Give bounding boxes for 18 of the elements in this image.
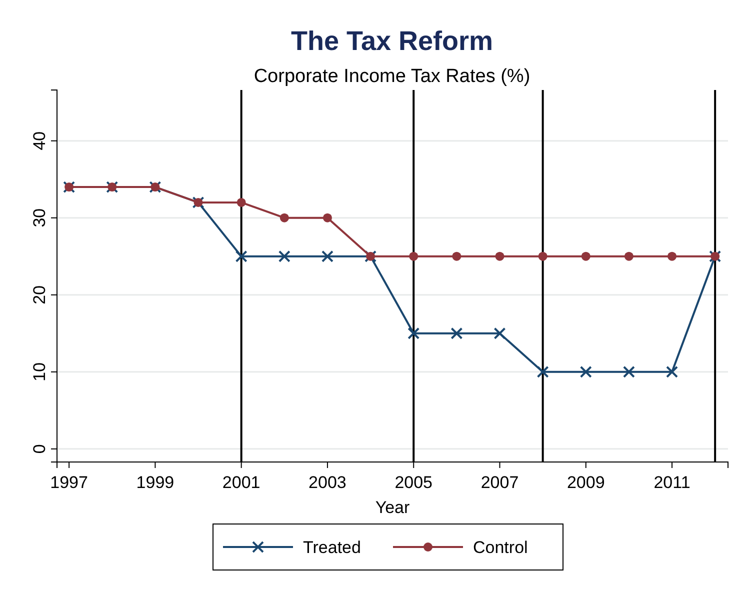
chart-subtitle: Corporate Income Tax Rates (%) — [254, 66, 530, 87]
y-tick-label: 30 — [30, 208, 49, 228]
x-tick-label: 2009 — [566, 473, 605, 492]
x-tick-label: 2003 — [308, 473, 346, 492]
y-tick-label: 20 — [30, 285, 49, 304]
x-axis-title: Year — [375, 498, 410, 517]
chart-title: The Tax Reform — [290, 26, 494, 56]
x-tick-label: 2011 — [654, 473, 690, 492]
x-tick-label: 2001 — [222, 473, 260, 492]
x-tick-label: 1999 — [136, 473, 174, 492]
x-tick-label: 2005 — [394, 473, 433, 492]
legend-label: Treated — [303, 538, 361, 557]
x-tick-label: 2007 — [480, 473, 519, 492]
x-tick-label: 1997 — [50, 473, 88, 492]
y-tick-label: 40 — [30, 131, 49, 150]
legend-label: Control — [473, 538, 528, 557]
y-tick-label: 0 — [30, 444, 49, 454]
y-tick-label: 10 — [30, 362, 49, 382]
